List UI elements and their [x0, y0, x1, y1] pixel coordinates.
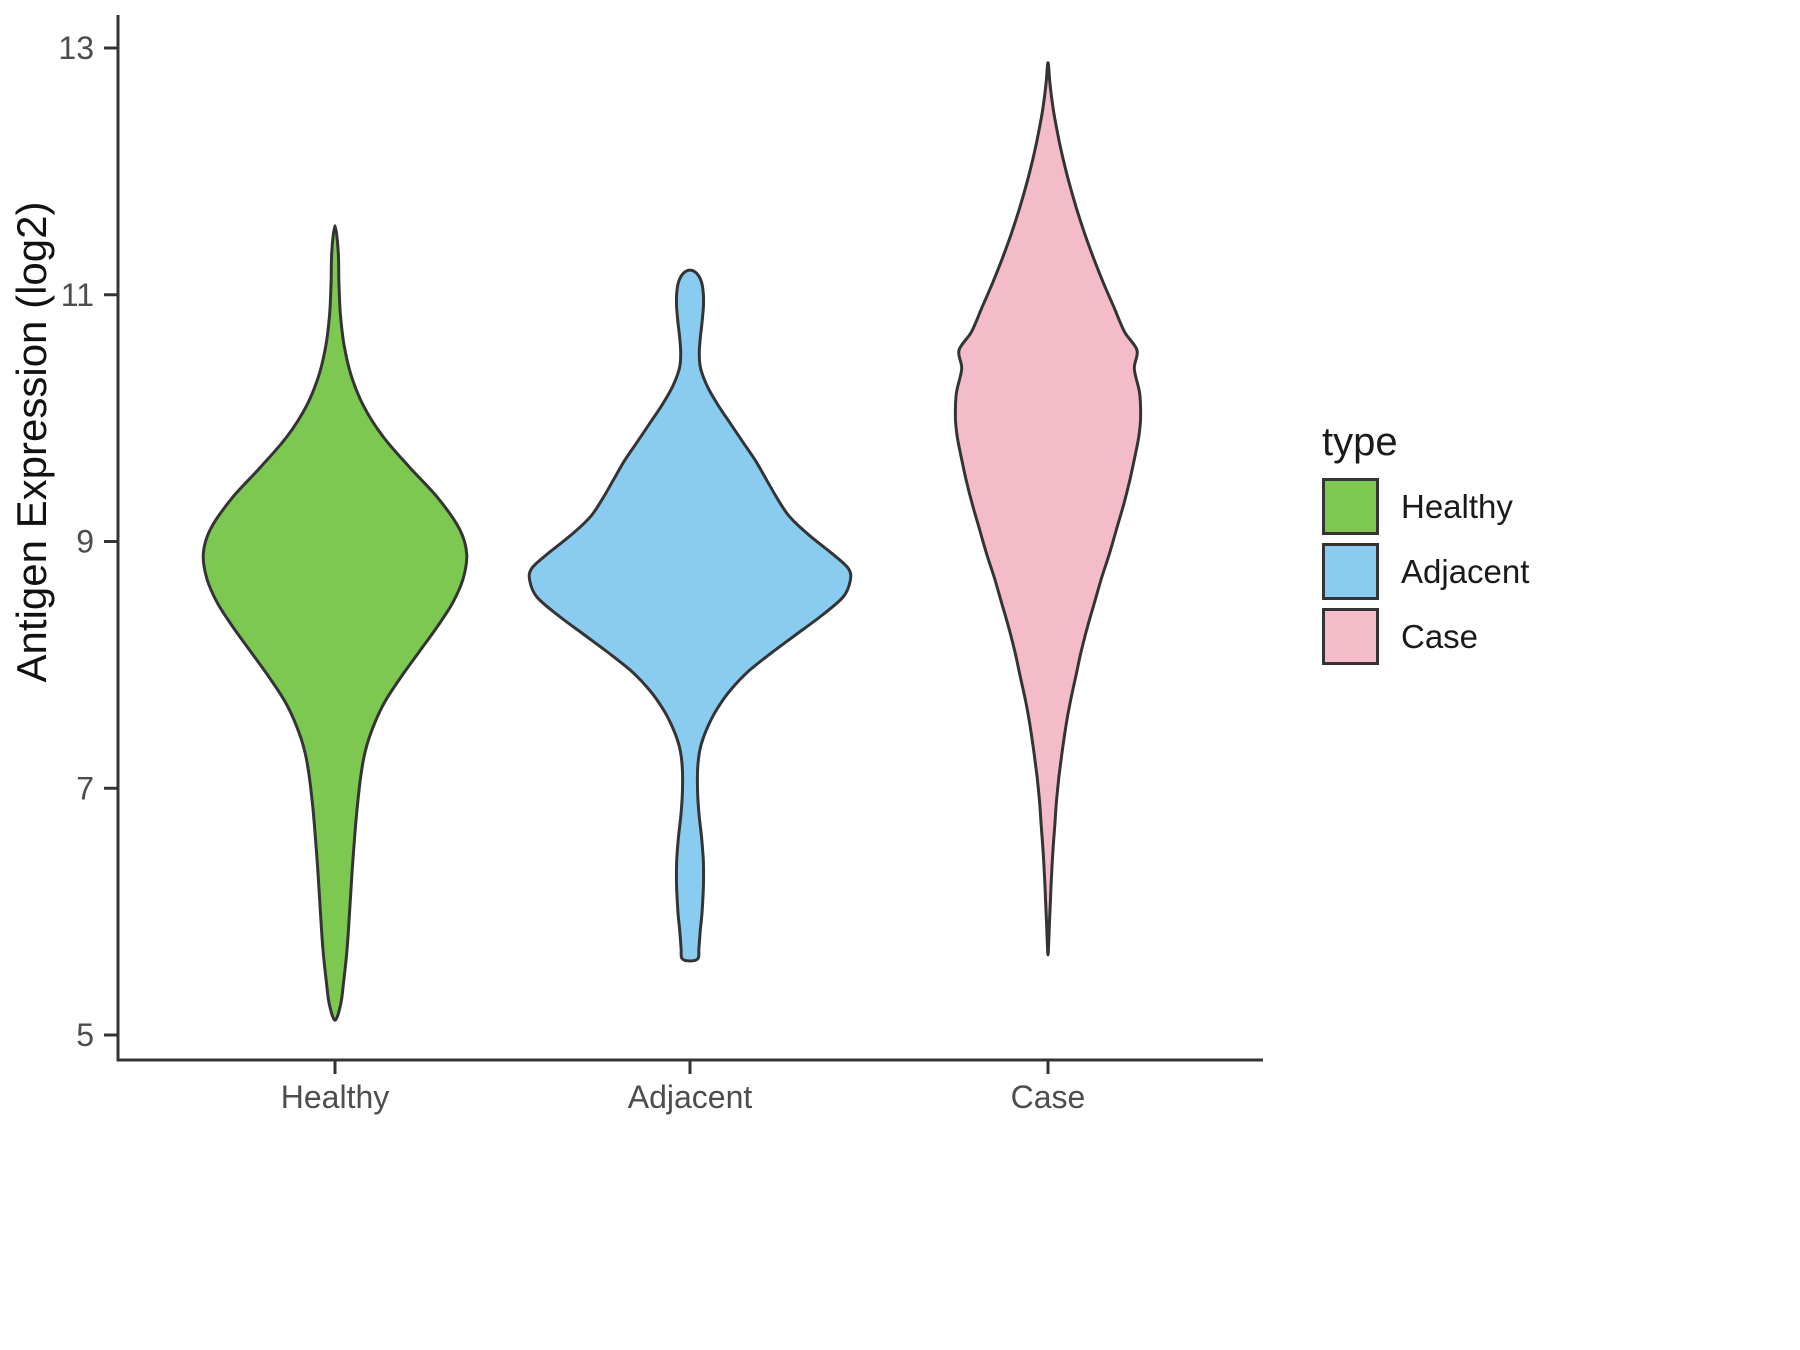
legend-entries: Healthy Adjacent Case [1322, 478, 1529, 665]
legend-entry-adjacent: Adjacent [1322, 543, 1529, 600]
legend-label: Healthy [1401, 487, 1513, 525]
violin-healthy [201, 224, 469, 1022]
legend-entry-case: Case [1322, 608, 1529, 665]
x-category-label-healthy: Healthy [281, 1079, 390, 1115]
x-category-label-adjacent: Adjacent [628, 1079, 753, 1115]
legend-key-adjacent [1322, 543, 1379, 600]
legend-label: Case [1401, 617, 1479, 655]
y-tick-label-11: 11 [61, 277, 94, 313]
violin-case [953, 61, 1143, 957]
y-tick-label-7: 7 [76, 770, 94, 806]
legend-key-case [1322, 608, 1379, 665]
y-axis-title: Antigen Expression (log2) [8, 202, 55, 683]
y-axis-ticks: 13 11 9 7 5 [58, 30, 118, 1053]
violin-adjacent [527, 268, 853, 963]
y-tick-label-13: 13 [58, 30, 94, 66]
y-tick-label-9: 9 [76, 524, 94, 560]
legend-title: type [1322, 420, 1398, 464]
violins [201, 61, 1143, 1022]
legend-key-healthy [1322, 478, 1379, 535]
x-category-label-case: Case [1011, 1079, 1086, 1115]
x-axis-ticks: Healthy Adjacent Case [281, 1060, 1086, 1115]
y-tick-label-5: 5 [76, 1017, 94, 1053]
legend: type Healthy Adjacent Case [1322, 418, 1529, 673]
legend-entry-healthy: Healthy [1322, 478, 1529, 535]
legend-label: Adjacent [1401, 552, 1530, 590]
